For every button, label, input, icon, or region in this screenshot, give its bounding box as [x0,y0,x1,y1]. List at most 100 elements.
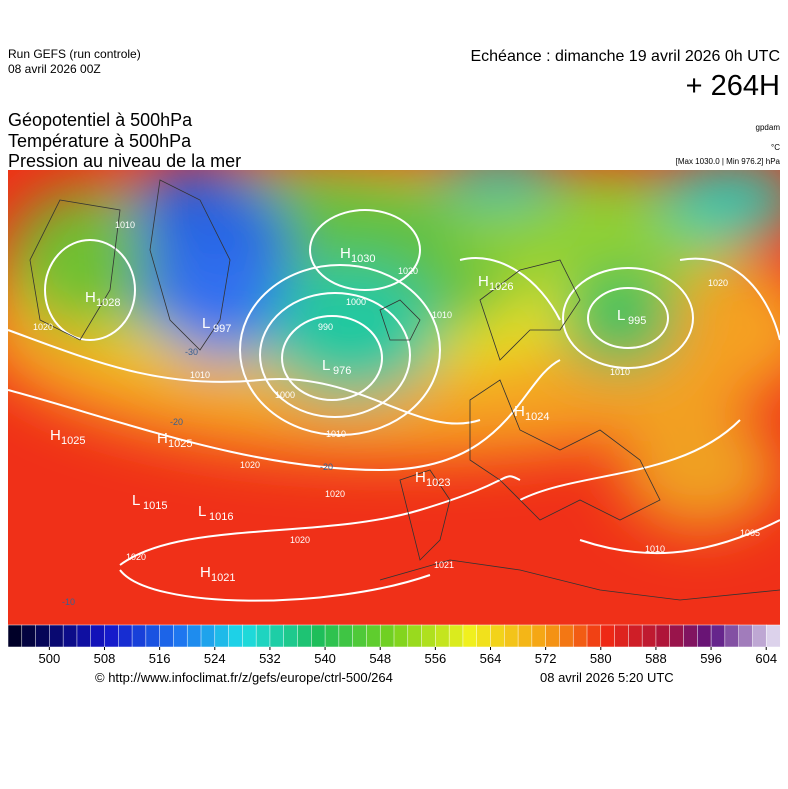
isobar-label: 1010 [610,367,630,377]
colorbar-cell [352,624,367,648]
colorbar-cell [159,624,174,648]
center-value: 1026 [489,281,513,293]
colorbar-cell [504,624,519,648]
colorbar-cell [255,624,271,648]
colorbar-cell [104,624,119,648]
colorbar-cell [435,624,450,648]
colorbar-cell [517,624,533,648]
colorbar-cell [131,624,147,648]
center-type: H [340,245,351,262]
center-value: 1021 [211,572,235,584]
colorbar-cell [90,624,106,648]
colorbar-cell [76,624,92,648]
colorbar-cell [545,624,560,648]
colorbar-cell [628,624,643,648]
colorbar-cell [35,624,50,648]
colorbar-cell [186,624,202,648]
temp-label: -30 [185,347,198,357]
colorbar-cell [490,624,505,648]
isobar-label: 1020 [33,322,53,332]
colorbar-cell [614,624,629,648]
colorbar: 500 508 516 524 532 540 548 556 564 572 580 588 596 6… [7,624,781,666]
colorbar-cell [752,624,767,648]
colorbar-cell [49,624,64,648]
colorbar-tick-label: 580 [590,651,612,666]
colorbar-cell [559,624,574,648]
center-value: 997 [213,323,231,335]
isobar-label: 1005 [740,528,760,538]
colorbar-cell [173,624,188,648]
colorbar-tick-label: 588 [645,651,667,666]
colorbar-cell [324,624,340,648]
isobar-label: 1010 [115,220,135,230]
run-date: 08 avril 2026 00Z [8,62,101,76]
temp-label: -20 [170,417,183,427]
colorbar-tick-label: 596 [700,651,722,666]
colorbar-cell [572,624,588,648]
unit: gpdam [756,123,781,132]
center-value: 1016 [209,511,233,523]
center-type: H [157,430,168,447]
colorbar-cell [724,624,740,648]
colorbar-cell [338,624,354,648]
colorbar-tick-label: 556 [425,651,447,666]
colorbar-cell [145,624,161,648]
colorbar-tick-label: 516 [149,651,171,666]
colorbar-cell [62,624,78,648]
colorbar-tick-label: 540 [314,651,336,666]
colorbar-tick-label: 548 [369,651,391,666]
center-type: L [132,492,140,509]
colorbar-cell [531,624,547,648]
center-type: L [322,357,330,374]
source-credit: © http://www.infoclimat.fr/z/gefs/europe… [95,670,393,685]
colorbar-cell [379,624,395,648]
colorbar-cell [297,624,312,648]
isobar-label: 1010 [645,544,665,554]
colorbar-cell [697,624,712,648]
center-value: 1024 [525,411,549,423]
colorbar-tick-label: 604 [755,651,777,666]
colorbar-cell [228,624,243,648]
param: Température à 500hPa [8,131,192,151]
center-type: L [198,503,206,520]
colorbar-tick-label: 532 [259,651,281,666]
extrema: [Max 1030.0 | Min 976.2] hPa [676,157,781,166]
center-type: H [415,469,426,486]
isobar-label: 1020 [398,266,418,276]
colorbar-cell [462,624,478,648]
param: Géopotentiel à 500hPa [8,110,193,130]
isobar-label: 1010 [190,370,210,380]
colorbar-cell [366,624,381,648]
isobar-label: 1020 [708,278,728,288]
center-type: H [514,403,525,420]
coastlines [29,179,780,601]
colorbar-cell [765,624,781,648]
colorbar-cell [448,624,464,648]
isobar-label: 990 [318,322,333,332]
colorbar-tick-label: 524 [204,651,226,666]
colorbar-cell [421,624,436,648]
colorbar-cell [586,624,602,648]
temp-label: -10 [62,597,75,607]
colorbar-cell [600,624,616,648]
colorbar-cell [393,624,409,648]
temp-label: -20 [320,462,333,472]
colorbar-cell [118,624,133,648]
colorbar-cell [710,624,726,648]
lead-time: + 264H [686,70,780,102]
isobar-label: 1021 [434,560,454,570]
colorbar-cell [242,624,257,648]
colorbar-cell [476,624,492,648]
isobars [8,209,780,602]
valid-time: Echéance : dimanche 19 avril 2026 0h UTC [470,48,780,65]
center-value: 1025 [61,435,85,447]
colorbar-cell [311,624,326,648]
colorbar-cell [669,624,685,648]
colorbar-cell [269,624,285,648]
center-type: H [85,289,96,306]
isobar-label: 1020 [325,489,345,499]
isobar-label: 1020 [126,552,146,562]
isobar-label: 1000 [275,390,295,400]
